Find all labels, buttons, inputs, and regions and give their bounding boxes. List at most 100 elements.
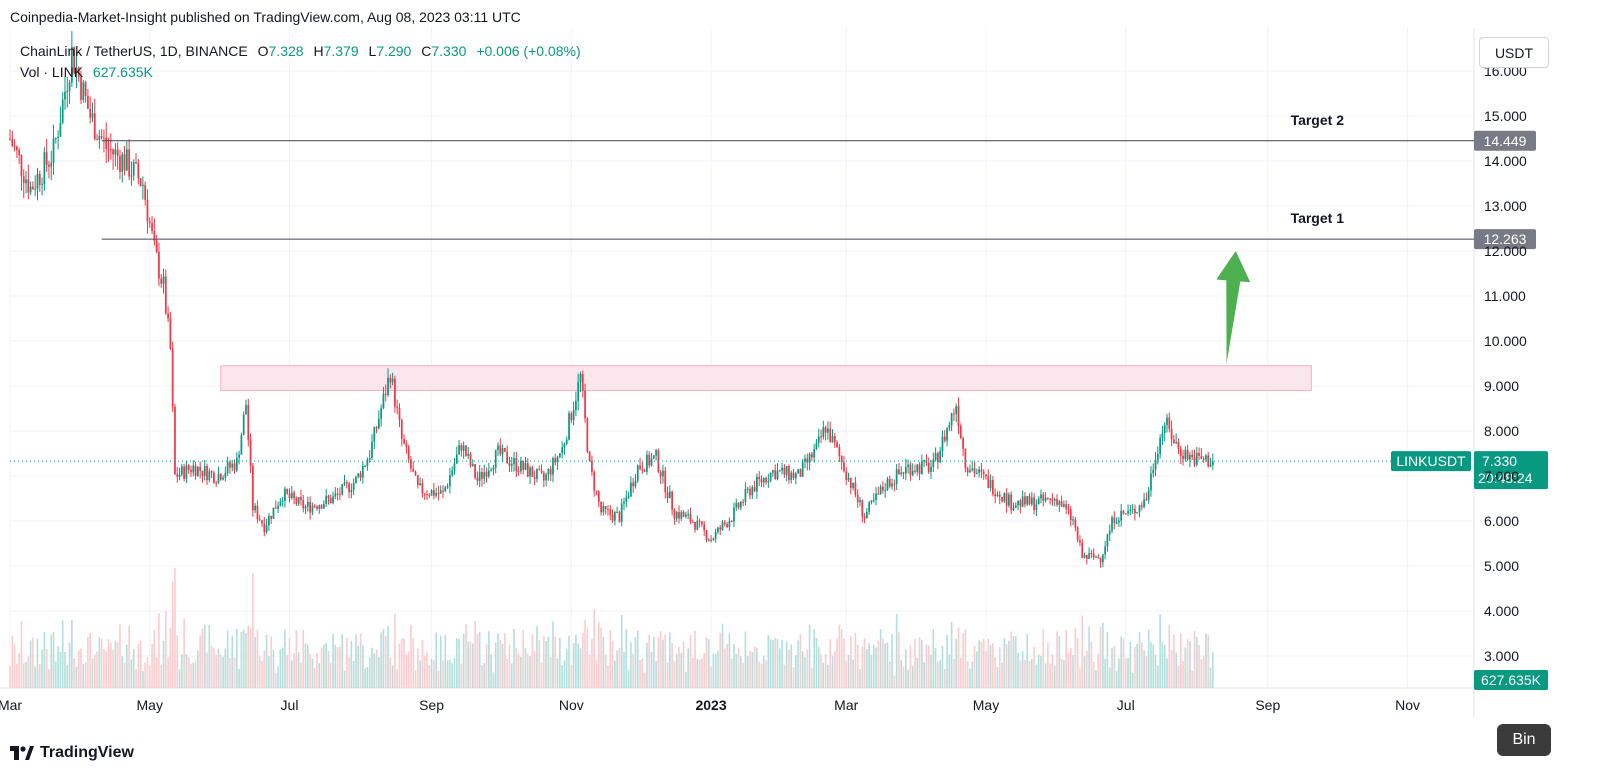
volume-bar <box>20 621 23 688</box>
volume-bar <box>540 662 543 688</box>
volume-bar <box>730 658 733 688</box>
volume-bar <box>627 670 630 688</box>
candle-body <box>327 495 330 499</box>
candle-body <box>194 465 197 476</box>
candle-body <box>710 539 712 541</box>
candle-body <box>723 522 726 525</box>
candle-body <box>941 436 944 452</box>
currency-button[interactable]: USDT <box>1479 37 1549 68</box>
volume-bar <box>632 653 634 688</box>
candle-body <box>996 494 999 497</box>
candle-body <box>32 186 34 189</box>
candle-body <box>1172 439 1175 444</box>
volume-bar <box>307 644 309 688</box>
footer-brand[interactable]: TradingView <box>10 744 134 762</box>
bin-button[interactable]: Bin <box>1497 724 1551 756</box>
volume-bar <box>611 640 614 688</box>
candle-body <box>1177 442 1180 449</box>
volume-bar <box>345 637 348 688</box>
volume-bar <box>323 644 325 688</box>
volume-bar <box>657 637 660 688</box>
volume-bar <box>737 647 740 688</box>
candle-body <box>992 479 994 495</box>
candle-body <box>1060 501 1063 507</box>
volume-bar <box>476 634 479 688</box>
candle-body <box>572 410 575 421</box>
volume-bar <box>572 643 575 688</box>
candle-body <box>242 414 245 436</box>
candle-body <box>137 162 140 179</box>
candle-body <box>712 538 715 541</box>
volume-bar <box>181 654 183 688</box>
candle-body <box>272 507 275 519</box>
volume-bar <box>265 634 268 688</box>
candle-body <box>985 474 987 477</box>
volume-bar <box>689 634 692 688</box>
volume-bar <box>352 661 355 688</box>
candle-body <box>1063 504 1065 507</box>
candle-body <box>284 488 286 501</box>
volume-bar <box>499 639 502 688</box>
candle-body <box>517 470 520 472</box>
candle-body <box>785 466 788 475</box>
volume-bar <box>939 660 941 688</box>
volume-bar <box>501 643 504 688</box>
candle-body <box>879 486 882 495</box>
candle-body <box>1090 553 1093 555</box>
volume-bar <box>1198 644 1200 688</box>
candle-body <box>549 468 552 475</box>
volume-bar <box>417 648 419 688</box>
volume-bar <box>577 643 579 688</box>
candle-body <box>139 178 142 186</box>
volume-bar <box>59 651 62 688</box>
y-tick-label: 5.000 <box>1484 558 1519 574</box>
candle-body <box>620 503 623 522</box>
volume-bar <box>1026 633 1029 688</box>
volume-bar <box>1189 641 1191 688</box>
candle-body <box>1163 425 1166 434</box>
candle-body <box>1030 497 1033 505</box>
candle-body <box>1195 452 1198 465</box>
candle-body <box>430 490 433 496</box>
volume-bar <box>1184 647 1187 688</box>
candle-body <box>994 494 997 497</box>
candle-body <box>911 470 914 476</box>
volume-bar <box>1131 672 1134 688</box>
candle-body <box>297 496 300 504</box>
volume-bar <box>529 656 531 688</box>
candle-body <box>1044 497 1047 501</box>
candle-body <box>1069 509 1072 520</box>
candle-body <box>597 491 600 502</box>
volume-bar <box>648 634 651 688</box>
volume-bar <box>932 628 935 688</box>
candle-body <box>1202 458 1205 460</box>
legend-volume-label: Vol · LINK <box>20 64 84 80</box>
volume-bar <box>471 643 474 688</box>
volume-bar <box>467 641 470 688</box>
candle-body <box>169 318 172 349</box>
candle-body <box>258 519 261 521</box>
legend-ohlc-row: ChainLink / TetherUS, 1D, BINANCE O7.328… <box>20 41 581 62</box>
candle-body <box>1037 498 1040 505</box>
volume-bar <box>252 573 254 688</box>
candle-body <box>132 162 135 176</box>
volume-bar <box>357 645 360 688</box>
x-tick-label: May <box>973 697 999 713</box>
candle-body <box>778 470 781 472</box>
candle-body <box>591 460 593 472</box>
volume-bar <box>914 638 916 688</box>
volume-bar <box>854 632 857 688</box>
candle-body <box>625 497 628 502</box>
volume-bar <box>201 628 204 688</box>
legend-open-label: O <box>257 43 269 59</box>
volume-bar <box>1150 641 1152 688</box>
volume-bar <box>1047 642 1049 688</box>
volume-bar <box>769 639 772 688</box>
candle-body <box>854 482 857 495</box>
volume-bar <box>1074 627 1077 688</box>
target-arrow-icon <box>1216 251 1251 364</box>
candle-body <box>183 466 185 479</box>
volume-bar <box>749 650 751 688</box>
candle-body <box>325 495 328 504</box>
